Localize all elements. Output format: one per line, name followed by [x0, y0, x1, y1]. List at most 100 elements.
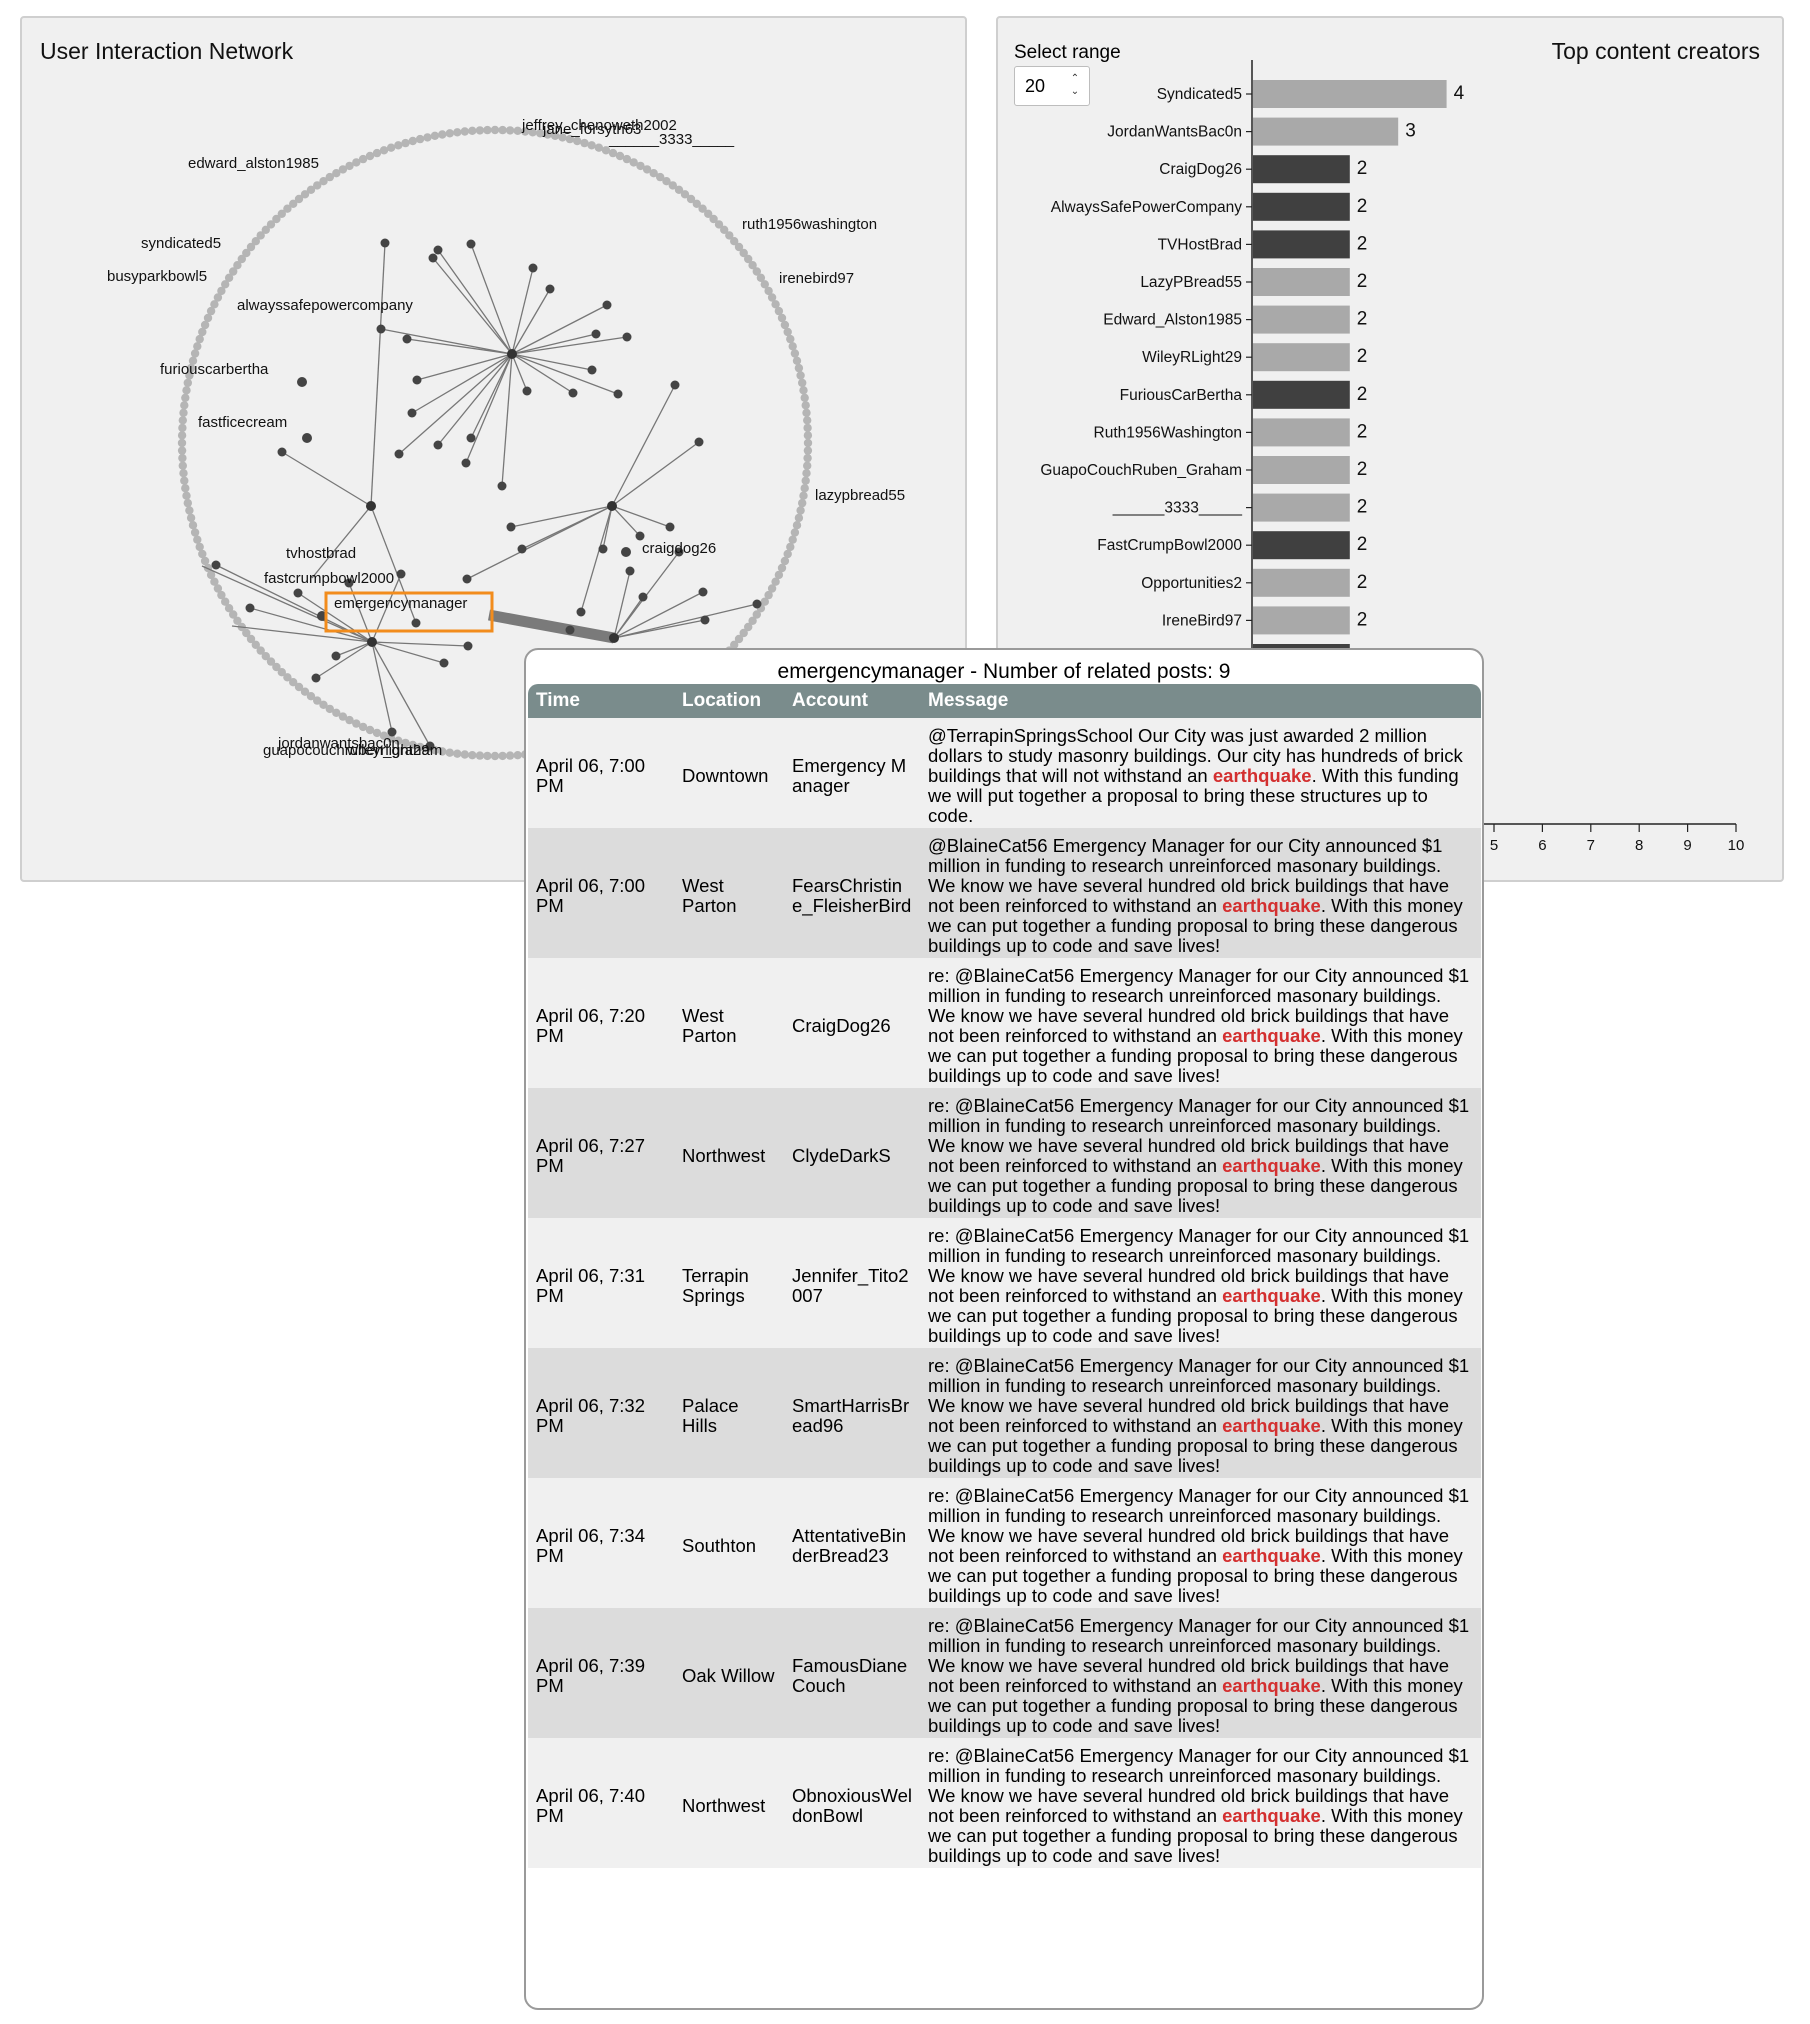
ring-node[interactable]: [786, 334, 795, 344]
ring-node[interactable]: [365, 151, 375, 161]
ring-node[interactable]: [725, 231, 734, 240]
ring-node[interactable]: [345, 715, 354, 725]
ring-node[interactable]: [629, 158, 638, 167]
ring-node[interactable]: [752, 267, 761, 276]
ring-node[interactable]: [714, 220, 724, 229]
table-row[interactable]: April 06, 7:32 PM Palace Hills SmartHarris…: [528, 1348, 1481, 1478]
bar[interactable]: [1253, 456, 1350, 484]
ring-node[interactable]: [177, 438, 187, 448]
ring-node[interactable]: [365, 725, 375, 735]
ring-node[interactable]: [692, 199, 701, 208]
ring-node[interactable]: [786, 542, 795, 552]
ring-node[interactable]: [272, 214, 281, 224]
ring-node[interactable]: [636, 161, 645, 171]
user-node[interactable]: [694, 437, 704, 447]
range-stepper[interactable]: 20 ⌃ ⌄: [1014, 66, 1090, 106]
ring-node[interactable]: [573, 136, 582, 146]
table-row[interactable]: April 06, 7:00 PM Downtown Emergency Manag…: [528, 718, 1481, 828]
user-node[interactable]: [463, 641, 473, 651]
ring-node[interactable]: [266, 657, 276, 666]
user-label[interactable]: jordanwantsbac0n: [277, 735, 400, 752]
ring-node[interactable]: [193, 342, 202, 351]
ring-node[interactable]: [283, 204, 292, 213]
ring-node[interactable]: [221, 280, 230, 289]
ring-node[interactable]: [662, 177, 671, 186]
ring-node[interactable]: [453, 128, 462, 137]
ring-node[interactable]: [177, 446, 187, 455]
user-label[interactable]: jeffrey_chenoweth2002: [521, 117, 677, 134]
user-node[interactable]: [211, 560, 221, 570]
ring-node[interactable]: [352, 158, 361, 167]
ring-node[interactable]: [394, 141, 403, 150]
ring-node[interactable]: [229, 610, 238, 619]
ring-node[interactable]: [408, 740, 417, 750]
ring-node[interactable]: [195, 542, 204, 552]
ring-node[interactable]: [505, 126, 515, 135]
user-node[interactable]: [411, 618, 421, 628]
ring-node[interactable]: [251, 237, 260, 246]
ring-node[interactable]: [313, 696, 322, 705]
user-label[interactable]: furiouscarbertha: [160, 361, 269, 378]
ring-node[interactable]: [224, 273, 234, 282]
ring-node[interactable]: [505, 751, 515, 760]
hub-node[interactable]: [367, 637, 377, 647]
user-node[interactable]: [277, 447, 287, 457]
ring-node[interactable]: [767, 293, 777, 302]
user-node[interactable]: [625, 566, 635, 576]
ring-node[interactable]: [790, 349, 800, 358]
user-node[interactable]: [587, 365, 597, 375]
ring-node[interactable]: [313, 181, 322, 190]
ring-node[interactable]: [802, 408, 811, 417]
user-node[interactable]: [376, 324, 386, 334]
ring-node[interactable]: [188, 521, 198, 530]
ring-node[interactable]: [181, 484, 190, 493]
user-node[interactable]: [752, 599, 762, 609]
ring-node[interactable]: [674, 185, 684, 194]
ring-node[interactable]: [200, 320, 210, 330]
ring-node[interactable]: [801, 476, 810, 485]
user-node[interactable]: [621, 547, 631, 557]
ring-node[interactable]: [498, 751, 507, 761]
bar[interactable]: [1253, 117, 1399, 146]
bar[interactable]: [1253, 606, 1350, 635]
ring-node[interactable]: [649, 169, 658, 178]
user-node[interactable]: [293, 588, 303, 598]
user-node[interactable]: [387, 727, 397, 737]
ring-node[interactable]: [780, 556, 790, 566]
ring-node[interactable]: [752, 610, 761, 619]
ring-node[interactable]: [790, 528, 800, 537]
ring-node[interactable]: [792, 521, 802, 530]
user-node[interactable]: [622, 332, 632, 342]
ring-node[interactable]: [513, 751, 522, 760]
ring-node[interactable]: [190, 349, 200, 358]
ring-node[interactable]: [744, 622, 753, 632]
ring-node[interactable]: [550, 131, 560, 140]
user-node[interactable]: [297, 377, 307, 387]
bar[interactable]: [1253, 380, 1350, 409]
table-row[interactable]: April 06, 7:31 PM Terrapin Springs Jennife…: [528, 1218, 1481, 1348]
bar[interactable]: [1253, 230, 1350, 259]
ring-node[interactable]: [213, 293, 223, 302]
table-row[interactable]: April 06, 7:34 PM Southton AttentativeBind…: [528, 1478, 1481, 1608]
user-node[interactable]: [344, 578, 354, 588]
ring-node[interactable]: [300, 190, 310, 199]
ring-node[interactable]: [178, 416, 187, 425]
chevron-up-icon[interactable]: ⌃: [1070, 73, 1080, 84]
ring-node[interactable]: [803, 438, 813, 448]
ring-node[interactable]: [229, 267, 238, 276]
ring-node[interactable]: [306, 692, 316, 701]
ring-node[interactable]: [206, 570, 216, 580]
ring-node[interactable]: [730, 237, 739, 246]
ring-node[interactable]: [261, 225, 270, 234]
user-label[interactable]: alwayssafepowercompany: [237, 297, 413, 314]
user-label[interactable]: jane_forsyth63: [542, 121, 641, 138]
ring-node[interactable]: [490, 751, 500, 761]
header-message[interactable]: Message: [920, 684, 1481, 718]
user-node[interactable]: [331, 651, 341, 661]
ring-node[interactable]: [780, 320, 790, 330]
ring-node[interactable]: [580, 138, 589, 148]
user-node[interactable]: [591, 329, 601, 339]
user-label[interactable]: tvhostbrad: [286, 545, 356, 562]
user-label[interactable]: lazypbread55: [815, 487, 905, 504]
ring-node[interactable]: [190, 528, 200, 537]
